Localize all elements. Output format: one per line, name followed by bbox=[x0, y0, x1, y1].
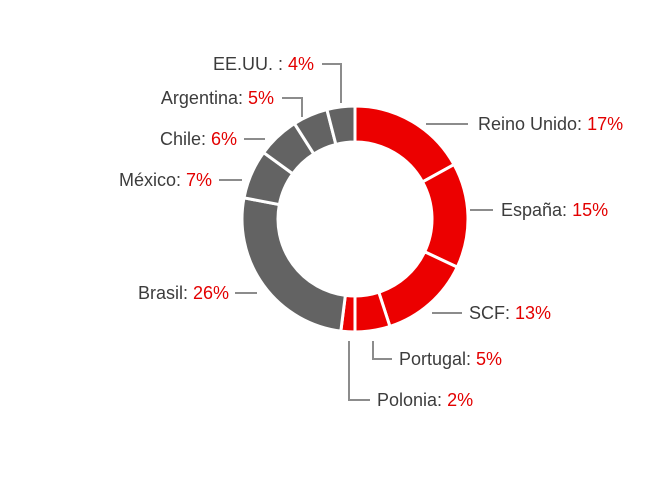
label-value-ee-uu: 4% bbox=[288, 54, 314, 74]
label-name-espana: España: bbox=[501, 200, 572, 220]
label-value-portugal: 5% bbox=[476, 349, 502, 369]
label-value-polonia: 2% bbox=[447, 390, 473, 410]
label-value-reino-unido: 17% bbox=[587, 114, 623, 134]
label-value-argentina: 5% bbox=[248, 88, 274, 108]
label-portugal: Portugal: 5% bbox=[399, 349, 502, 369]
leader-lines-group bbox=[219, 63, 493, 401]
label-name-portugal: Portugal: bbox=[399, 349, 476, 369]
slice-espana bbox=[420, 162, 470, 270]
label-argentina: Argentina: 5% bbox=[161, 88, 274, 108]
label-brasil: Brasil: 26% bbox=[138, 283, 229, 303]
label-name-chile: Chile: bbox=[160, 129, 211, 149]
label-value-scf: 13% bbox=[515, 303, 551, 323]
leader-line-ee-uu bbox=[322, 63, 342, 103]
leader-line-polonia bbox=[348, 341, 370, 401]
label-name-mexico: México: bbox=[119, 170, 186, 190]
label-name-reino-unido: Reino Unido: bbox=[478, 114, 587, 134]
label-polonia: Polonia: 2% bbox=[377, 390, 473, 410]
label-name-ee-uu: EE.UU. : bbox=[213, 54, 288, 74]
leader-line-portugal bbox=[372, 341, 392, 360]
slice-scf bbox=[376, 249, 460, 329]
label-name-polonia: Polonia: bbox=[377, 390, 447, 410]
label-reino-unido: Reino Unido: 17% bbox=[478, 114, 623, 134]
label-scf: SCF: 13% bbox=[469, 303, 551, 323]
slice-reino-unido bbox=[353, 104, 457, 184]
slices-group bbox=[240, 104, 470, 334]
label-value-espana: 15% bbox=[572, 200, 608, 220]
label-mexico: México: 7% bbox=[119, 170, 212, 190]
slice-brasil bbox=[240, 196, 348, 333]
label-value-chile: 6% bbox=[211, 129, 237, 149]
label-name-argentina: Argentina: bbox=[161, 88, 248, 108]
label-chile: Chile: 6% bbox=[160, 129, 237, 149]
label-ee-uu: EE.UU. : 4% bbox=[213, 54, 314, 74]
leader-line-argentina bbox=[282, 97, 303, 117]
label-value-mexico: 7% bbox=[186, 170, 212, 190]
label-name-brasil: Brasil: bbox=[138, 283, 193, 303]
labels-group: Reino Unido: 17% España: 15% SCF: 13% Portu… bbox=[119, 54, 623, 410]
label-name-scf: SCF: bbox=[469, 303, 515, 323]
slice-ee-uu bbox=[325, 104, 357, 147]
label-value-brasil: 26% bbox=[193, 283, 229, 303]
label-espana: España: 15% bbox=[501, 200, 608, 220]
